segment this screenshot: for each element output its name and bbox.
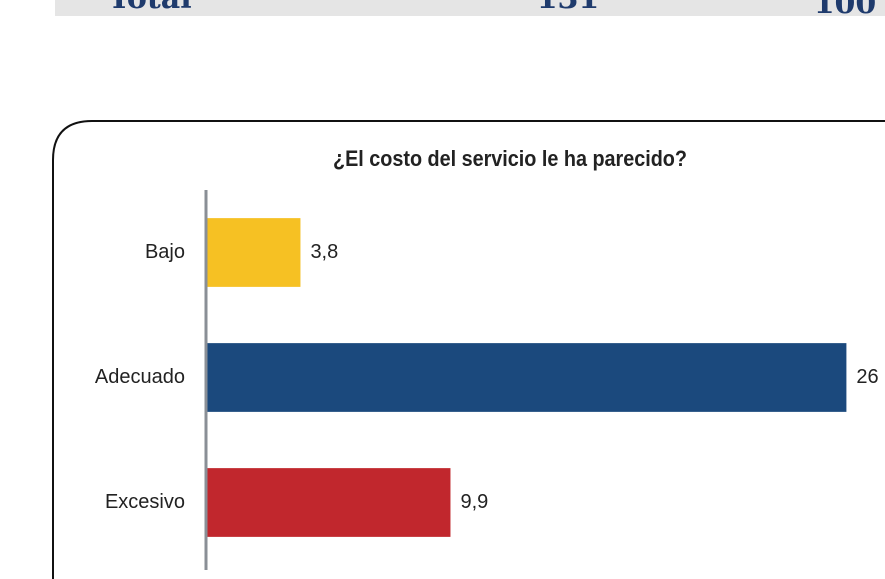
- bar: [207, 218, 301, 287]
- header-cell: 100: [814, 0, 877, 21]
- plot: Bajo 3,8 Adecuado 26 Excesivo 9,9: [95, 218, 879, 537]
- bar: [207, 343, 847, 412]
- chart-frame: [52, 120, 885, 579]
- chart-title: ¿El costo del servicio le ha parecido?: [333, 147, 687, 171]
- bar: [207, 468, 451, 537]
- category-label: Excesivo: [105, 491, 185, 513]
- value-label: 26: [856, 366, 878, 388]
- category-label: Bajo: [145, 241, 185, 263]
- value-label: 3,8: [310, 241, 338, 263]
- header-cell: Total: [108, 0, 192, 16]
- header-band: [55, 0, 885, 16]
- category-label: Adecuado: [95, 366, 185, 388]
- value-label: 9,9: [460, 491, 488, 513]
- header-cell: 131: [537, 0, 600, 16]
